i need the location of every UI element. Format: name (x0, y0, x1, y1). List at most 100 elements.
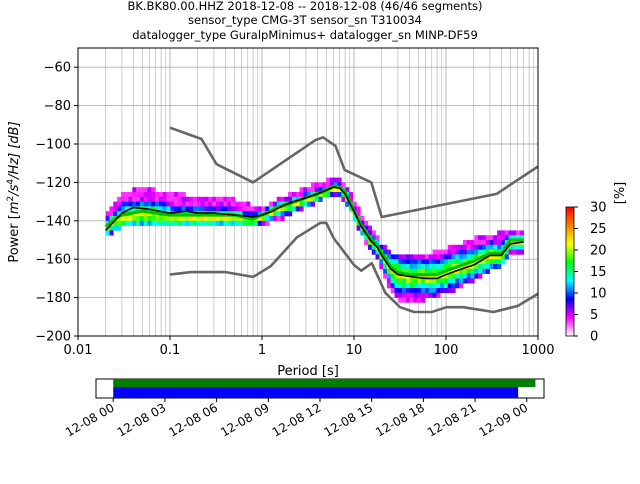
density-cell (155, 220, 160, 226)
title-line-2: sensor_type CMG-3T sensor_sn T310034 (188, 13, 422, 27)
density-cell (143, 216, 148, 222)
density-cell (326, 182, 331, 188)
density-cell (166, 196, 171, 202)
density-cell (386, 268, 392, 274)
density-cell (223, 220, 228, 226)
density-cell (250, 211, 255, 217)
density-cell (143, 196, 148, 202)
density-cell (117, 220, 122, 226)
density-cell (250, 220, 255, 226)
density-cell (345, 201, 350, 207)
density-cell (147, 187, 152, 193)
density-cell (481, 244, 487, 250)
density-cell (242, 211, 247, 217)
density-cell (326, 192, 331, 198)
density-cell (508, 244, 513, 250)
density-cell (417, 254, 422, 260)
density-cell (333, 187, 338, 193)
density-cell (508, 240, 513, 246)
density-cell (371, 244, 376, 250)
density-cell (443, 264, 449, 270)
density-cell (185, 220, 190, 226)
density-cell (409, 292, 414, 298)
density-cell (375, 249, 380, 255)
density-cell (364, 220, 369, 226)
x-axis-label: Period [s] (277, 364, 339, 379)
x-tick-label: 1000 (521, 343, 554, 358)
colorbar-tick-label: 0 (590, 330, 598, 345)
density-cell (337, 177, 342, 183)
density-cell (413, 268, 418, 274)
density-cell (447, 268, 452, 274)
density-cell (352, 201, 357, 207)
density-cell (413, 259, 418, 265)
density-cell (143, 211, 148, 217)
density-cell (215, 216, 221, 222)
statistic-curves (104, 184, 524, 280)
density-cell (155, 206, 160, 212)
density-cell (417, 278, 422, 284)
density-cell (356, 206, 361, 212)
density-cell (390, 283, 395, 289)
density-cell (466, 249, 471, 255)
density-cell (193, 206, 198, 212)
density-cell (390, 254, 395, 260)
density-cell (231, 206, 236, 212)
density-cell (462, 268, 468, 274)
density-cell (128, 216, 133, 222)
timeline-green-bar (113, 379, 536, 387)
density-cell (481, 235, 487, 241)
density-cell (162, 192, 167, 198)
density-cell (189, 220, 194, 226)
density-cell (360, 216, 365, 222)
density-cell (421, 254, 426, 260)
density-cell (174, 192, 179, 198)
density-cell (166, 192, 171, 198)
density-cell (394, 288, 399, 294)
density-cell (436, 264, 441, 270)
density-cell (322, 192, 327, 198)
density-cell (428, 268, 433, 274)
density-cell (421, 288, 426, 294)
density-cell (409, 254, 414, 260)
density-cell (139, 211, 144, 217)
density-cell (257, 211, 262, 217)
density-cell (432, 264, 437, 270)
density-cell (489, 259, 494, 265)
y-tick-label: −100 (35, 138, 71, 153)
density-cell (120, 206, 125, 212)
density-cell (428, 283, 433, 289)
density-cell (474, 235, 479, 241)
density-cell (276, 206, 281, 212)
density-cell (105, 230, 110, 236)
density-cell (299, 206, 304, 212)
density-cell (139, 220, 144, 226)
density-cell (181, 192, 186, 198)
density-cell (398, 297, 403, 303)
density-cell (284, 211, 289, 217)
y-tick-label: −160 (35, 253, 71, 268)
density-cell (485, 244, 490, 250)
density-cell (147, 201, 152, 207)
density-cell (440, 254, 445, 260)
density-cell (261, 216, 266, 222)
density-cell (440, 264, 445, 270)
density-cell (227, 216, 232, 222)
density-cell (440, 249, 445, 255)
density-cell (383, 264, 388, 270)
density-cell (432, 249, 437, 255)
density-cell (155, 216, 160, 222)
density-cell (189, 196, 194, 202)
density-cell (390, 288, 395, 294)
density-cell (508, 249, 513, 255)
density-cell (174, 216, 179, 222)
density-cell (238, 220, 243, 226)
density-cell (424, 283, 430, 289)
density-cell (246, 211, 251, 217)
density-cell (497, 235, 502, 241)
density-cell (193, 216, 198, 222)
density-cell (113, 206, 118, 212)
density-cell (440, 288, 445, 294)
density-cell (402, 264, 407, 270)
